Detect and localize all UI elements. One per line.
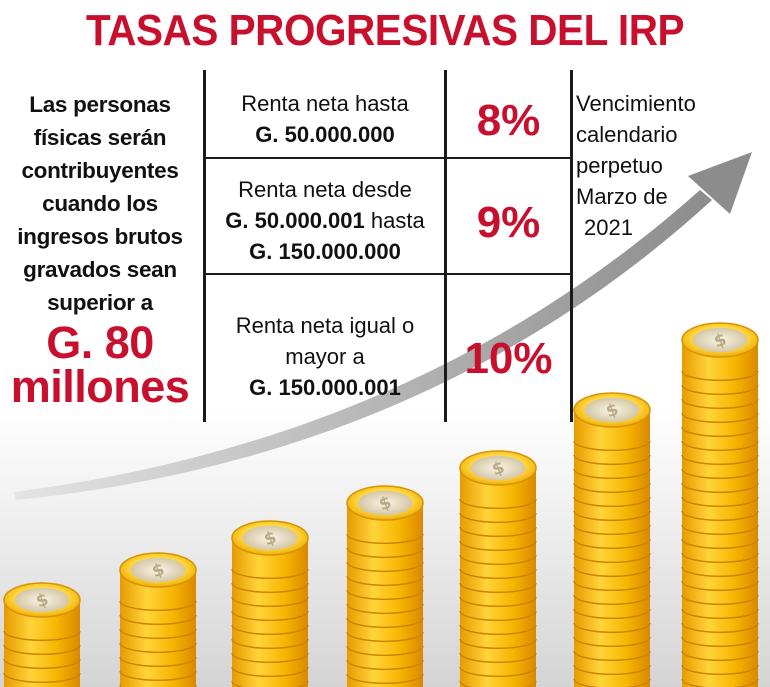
coin-stack: $ [573,392,651,687]
divider [570,70,573,422]
divider [205,273,571,275]
due-line: perpetuo [576,153,663,178]
left-info: Las personas físicas serán contribuyente… [0,88,200,409]
coin-stack: $ [681,322,759,687]
coin-stack: $ [3,582,81,687]
bracket-2-rate: 9% [476,198,541,247]
coin-stack: $ [459,450,537,687]
divider [444,70,447,422]
coin-stack: $ [346,485,424,687]
divider [205,157,571,159]
left-description: Las personas físicas serán contribuyente… [17,92,183,315]
coin-stack: $ [119,552,197,687]
due-date-info: Vencimiento calendario perpetuo Marzo de… [576,88,756,243]
bracket-1-label: Renta neta hasta G. 50.000.000 [241,91,409,147]
due-line: Vencimiento [576,91,696,116]
arrow-head [688,152,752,214]
coin-stack: $ [231,520,309,687]
bracket-1-rate: 8% [476,96,541,145]
bracket-3-rate: 10% [464,334,553,383]
threshold-amount: G. 80 millones [10,317,190,412]
due-line: Marzo de [576,184,668,209]
bracket-3-label: Renta neta igual o mayor a G. 150.000.00… [235,313,415,400]
bracket-2-label: Renta neta desde G. 50.000.001 hasta G. … [225,177,425,264]
due-line: calendario [576,122,678,147]
due-line: 2021 [584,215,633,240]
divider [203,70,206,422]
page-title: TASAS PROGRESIVAS DEL IRP [85,6,685,55]
